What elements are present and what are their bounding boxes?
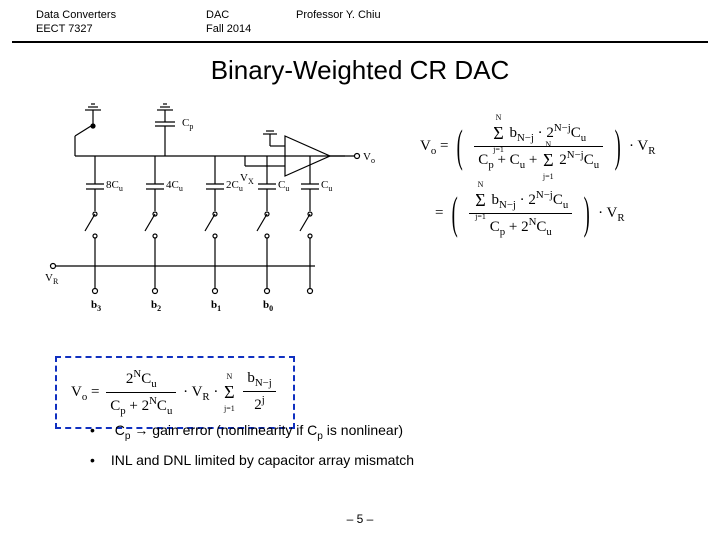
svg-text:b2: b2 <box>151 299 161 313</box>
svg-text:Cp: Cp <box>182 117 193 131</box>
header-topic: DAC Fall 2014 <box>206 8 296 37</box>
circuit-diagram: Cp VX Vo VR 8Cub34Cub22Cub1Cub0Cu <box>45 96 385 346</box>
equation-1: Vo = ( ΣNj=1 bN−j · 2N−jCu Cp + Cu + ΣNj… <box>420 122 700 171</box>
header-course: Data Converters EECT 7327 <box>36 8 206 37</box>
page-title: Binary-Weighted CR DAC <box>0 55 720 86</box>
svg-text:4Cu: 4Cu <box>166 179 183 193</box>
svg-text:b3: b3 <box>91 299 101 313</box>
equations-block: Vo = ( ΣNj=1 bN−j · 2N−jCu Cp + Cu + ΣNj… <box>420 116 700 244</box>
page-number: – 5 – <box>0 512 720 526</box>
svg-text:8Cu: 8Cu <box>106 179 123 193</box>
topic-line2: Fall 2014 <box>206 22 296 36</box>
svg-text:b1: b1 <box>211 299 221 313</box>
topic-line1: DAC <box>206 8 296 22</box>
course-line1: Data Converters <box>36 8 206 22</box>
bullet-1: Cp → gain error (nonlinearity if Cp is n… <box>90 422 630 442</box>
prof: Professor Y. Chiu <box>296 8 684 22</box>
svg-text:b0: b0 <box>263 299 273 313</box>
course-line2: EECT 7327 <box>36 22 206 36</box>
svg-text:Cu: Cu <box>321 179 332 193</box>
svg-text:Cu: Cu <box>278 179 289 193</box>
bullet-2: INL and DNL limited by capacitor array m… <box>90 452 630 468</box>
svg-text:Vo: Vo <box>363 151 375 165</box>
header-prof: Professor Y. Chiu <box>296 8 684 37</box>
equation-2: = ( ΣNj=1 bN−j · 2N−jCu Cp + 2NCu ) · VR <box>420 189 700 238</box>
svg-text:VR: VR <box>45 272 59 286</box>
bullet-list: Cp → gain error (nonlinearity if Cp is n… <box>0 412 720 478</box>
